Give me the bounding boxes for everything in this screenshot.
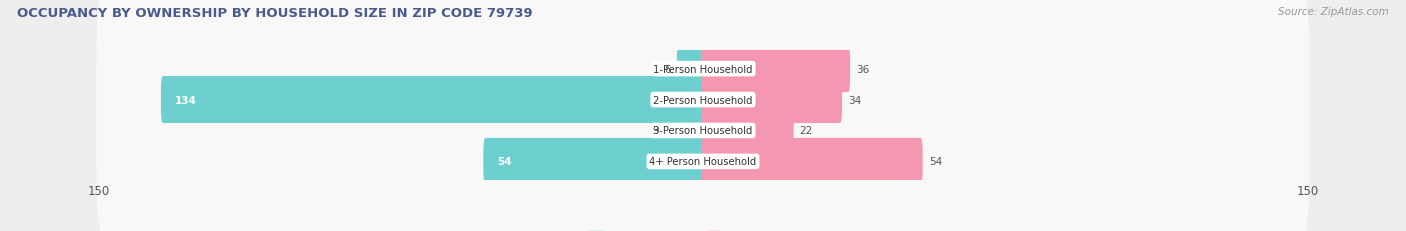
FancyBboxPatch shape xyxy=(97,26,1309,174)
Text: Source: ZipAtlas.com: Source: ZipAtlas.com xyxy=(1278,7,1389,17)
Text: 54: 54 xyxy=(498,157,512,167)
FancyBboxPatch shape xyxy=(97,88,1309,231)
Text: 134: 134 xyxy=(174,95,197,105)
Text: 22: 22 xyxy=(800,126,813,136)
Text: 3-Person Household: 3-Person Household xyxy=(654,126,752,136)
FancyBboxPatch shape xyxy=(702,77,842,124)
Text: 34: 34 xyxy=(848,95,862,105)
FancyBboxPatch shape xyxy=(702,138,922,185)
Text: 54: 54 xyxy=(929,157,942,167)
FancyBboxPatch shape xyxy=(676,46,704,93)
Text: 1-Person Household: 1-Person Household xyxy=(654,64,752,74)
FancyBboxPatch shape xyxy=(702,46,851,93)
Text: 4+ Person Household: 4+ Person Household xyxy=(650,157,756,167)
Text: 36: 36 xyxy=(856,64,869,74)
Legend: Owner-occupied, Renter-occupied: Owner-occupied, Renter-occupied xyxy=(585,227,821,231)
FancyBboxPatch shape xyxy=(484,138,704,185)
FancyBboxPatch shape xyxy=(665,107,704,154)
FancyBboxPatch shape xyxy=(702,107,793,154)
Text: 2-Person Household: 2-Person Household xyxy=(654,95,752,105)
FancyBboxPatch shape xyxy=(97,57,1309,205)
Text: OCCUPANCY BY OWNERSHIP BY HOUSEHOLD SIZE IN ZIP CODE 79739: OCCUPANCY BY OWNERSHIP BY HOUSEHOLD SIZE… xyxy=(17,7,533,20)
FancyBboxPatch shape xyxy=(160,77,704,124)
Text: 9: 9 xyxy=(652,126,658,136)
Text: 6: 6 xyxy=(664,64,671,74)
FancyBboxPatch shape xyxy=(97,0,1309,143)
